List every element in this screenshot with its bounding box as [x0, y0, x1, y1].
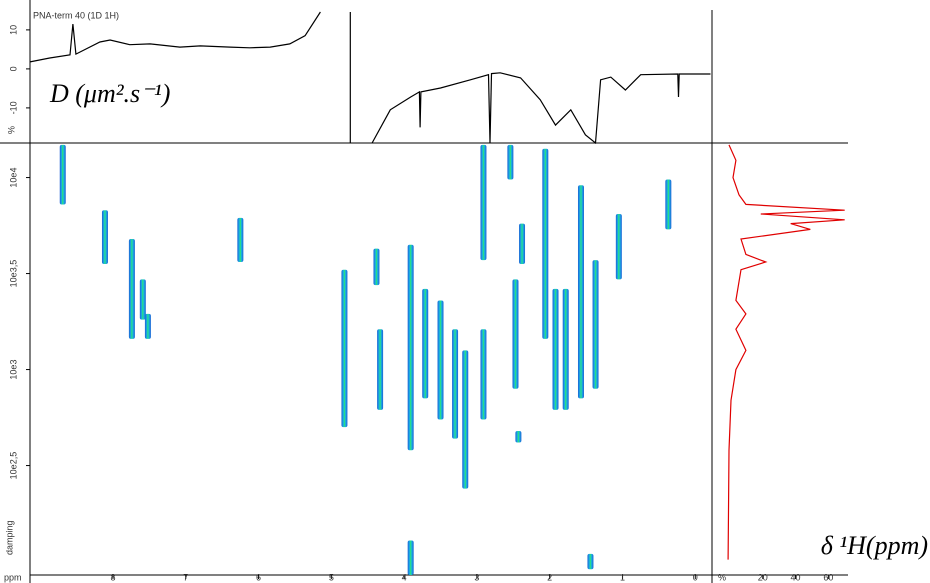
x-tick-label: 2 — [547, 572, 552, 582]
peak — [512, 279, 519, 389]
y-tick-label: 10e3,5 — [8, 260, 18, 288]
x-tick-label: 1 — [620, 572, 625, 582]
right-x-tick-label: 60 — [823, 572, 833, 582]
peak — [592, 260, 599, 389]
peak — [422, 288, 429, 399]
peak — [144, 313, 151, 339]
top-y-tick-label: 0 — [8, 66, 18, 71]
y-tick-label: 10e4 — [8, 168, 18, 188]
right-x-tick-label: 20 — [758, 572, 768, 582]
peak — [59, 144, 66, 205]
x-unit: ppm — [4, 572, 22, 582]
x-tick-label: 5 — [329, 572, 334, 582]
top-y-tick-label: -10 — [8, 101, 18, 114]
right-unit: % — [718, 572, 726, 582]
y-tick-label: 10e2,5 — [8, 452, 18, 480]
peak — [562, 288, 569, 410]
peak — [377, 329, 384, 410]
peak — [373, 248, 380, 286]
peak — [407, 244, 414, 451]
peak — [452, 329, 459, 439]
top-y-tick-label: 10 — [8, 25, 18, 35]
peak — [101, 210, 108, 264]
peak — [341, 269, 348, 428]
peak — [552, 288, 559, 410]
peak — [665, 179, 672, 230]
peak — [519, 223, 526, 264]
x-tick-label: 4 — [402, 572, 407, 582]
peak — [139, 279, 146, 320]
peak — [480, 144, 487, 261]
right-projection — [727, 144, 845, 560]
peak — [577, 185, 584, 399]
right-x-tick-label: 40 — [791, 572, 801, 582]
peak — [407, 540, 414, 575]
peak — [615, 214, 622, 280]
peak — [515, 431, 522, 443]
x-tick-label: 3 — [474, 572, 479, 582]
x-tick-label: 8 — [110, 572, 115, 582]
y-tick-label: 10e3 — [8, 360, 18, 380]
peak — [437, 300, 444, 420]
peak — [542, 148, 549, 339]
top-unit: % — [6, 126, 16, 134]
y-unit: damping — [4, 520, 14, 555]
peak — [587, 553, 594, 570]
x-tick-label: 0 — [693, 572, 698, 582]
peak — [128, 239, 135, 339]
spectrum-title: PNA-term 40 (1D 1H) — [33, 10, 119, 20]
peak — [237, 217, 244, 263]
x-tick-label: 7 — [183, 572, 188, 582]
peak — [462, 350, 469, 489]
x-axis-title: δ ¹H(ppm) — [821, 531, 928, 560]
peak — [507, 144, 514, 180]
x-tick-label: 6 — [256, 572, 261, 582]
peak — [480, 329, 487, 420]
top-projection — [29, 11, 711, 145]
y-axis-title: D (μm².s⁻¹) — [49, 79, 170, 108]
